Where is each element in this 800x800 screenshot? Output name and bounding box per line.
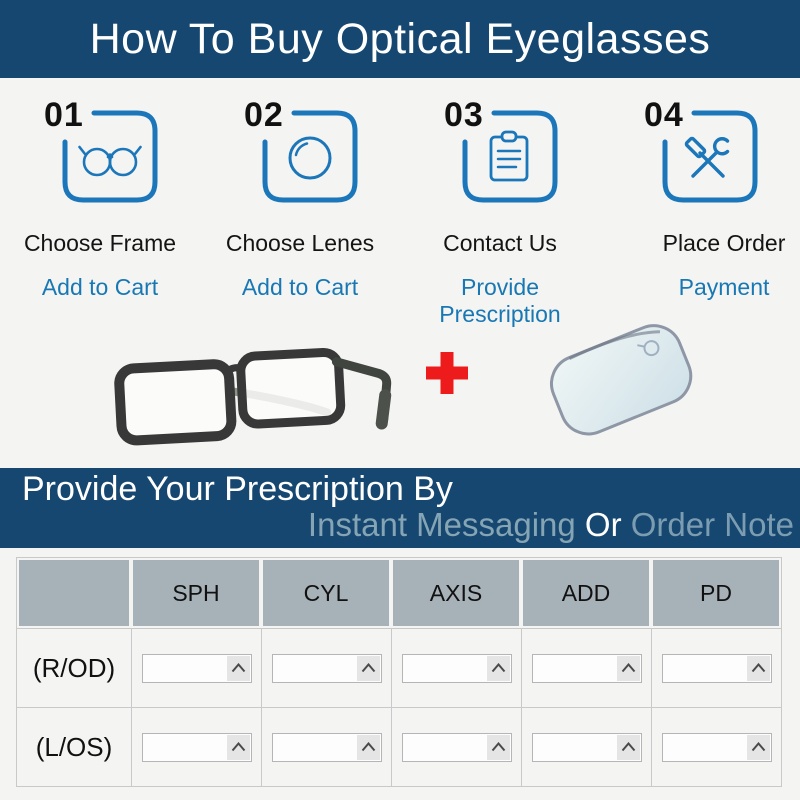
- optical-lens-photo: [550, 324, 693, 436]
- chevron-up-icon: [751, 663, 765, 673]
- input-r-add[interactable]: [532, 654, 617, 682]
- input-group-l-axis: [401, 732, 512, 762]
- step-2-number: 02: [244, 96, 284, 134]
- input-group-r-axis: [401, 653, 512, 683]
- input-group-r-add: [531, 653, 642, 683]
- chevron-up-icon: [491, 742, 505, 752]
- instant-messaging-text: Instant Messaging: [307, 506, 576, 543]
- col-header-axis: AXIS: [391, 558, 521, 628]
- step-4-action-link[interactable]: Payment: [678, 274, 770, 300]
- prescription-banner-title: Provide Your Prescription By: [22, 470, 453, 508]
- steps-row: 01 02: [0, 96, 800, 214]
- step-4-figure: 04: [642, 96, 758, 212]
- spinner-up-button[interactable]: [486, 734, 510, 760]
- chevron-up-icon: [231, 742, 245, 752]
- spinner-up-button[interactable]: [226, 655, 250, 681]
- step-1-figure: 01: [42, 96, 158, 212]
- input-r-axis[interactable]: [402, 654, 487, 682]
- step-4-number: 04: [644, 96, 684, 134]
- table-row-right-eye: (R/OD): [17, 628, 781, 707]
- chevron-up-icon: [231, 663, 245, 673]
- input-l-sph[interactable]: [142, 733, 227, 761]
- clipboard-icon: [489, 130, 529, 182]
- glasses-icon: [78, 145, 142, 177]
- prescription-banner: Provide Your Prescription By Instant Mes…: [0, 468, 800, 548]
- step-1-label: Choose Frame: [23, 230, 177, 256]
- spinner-up-button[interactable]: [746, 655, 770, 681]
- page-title: How To Buy Optical Eyeglasses: [89, 14, 711, 63]
- col-header-pd: PD: [651, 558, 781, 628]
- order-note-text: Order Note: [630, 506, 794, 543]
- step-frame-outline: [62, 110, 158, 203]
- col-header-cyl: CYL: [261, 558, 391, 628]
- step-1: 01: [0, 96, 200, 214]
- prescription-table-header: SPH CYL AXIS ADD PD: [17, 558, 781, 628]
- input-group-l-pd: [661, 732, 772, 762]
- input-group-r-pd: [661, 653, 772, 683]
- spinner-up-button[interactable]: [616, 655, 640, 681]
- step-3: 03: [400, 96, 600, 214]
- step-3-figure: 03: [442, 96, 558, 212]
- col-header-empty: [17, 558, 131, 628]
- chevron-up-icon: [361, 663, 375, 673]
- step-1-action-link[interactable]: Add to Cart: [41, 274, 159, 300]
- step-frame-outline: [662, 110, 758, 203]
- step-2-action-link[interactable]: Add to Cart: [241, 274, 359, 300]
- or-text: Or: [584, 506, 622, 543]
- step-4: 04: [600, 96, 800, 214]
- row-label-r-od: (R/OD): [32, 652, 116, 683]
- input-group-r-cyl: [271, 653, 382, 683]
- spinner-up-button[interactable]: [356, 655, 380, 681]
- input-group-l-cyl: [271, 732, 382, 762]
- table-row-left-eye: (L/OS): [17, 707, 781, 786]
- step-sublabels-row: Add to Cart Add to Cart Provide Prescrip…: [0, 274, 800, 328]
- input-l-pd[interactable]: [662, 733, 747, 761]
- spinner-up-button[interactable]: [486, 655, 510, 681]
- col-header-add: ADD: [521, 558, 651, 628]
- step-labels-row: Choose Frame Choose Lenes Contact Us Pla…: [0, 230, 800, 257]
- step-frame-outline: [462, 110, 558, 203]
- input-r-sph[interactable]: [142, 654, 227, 682]
- input-r-pd[interactable]: [662, 654, 747, 682]
- lens-icon: [288, 136, 332, 180]
- spinner-up-button[interactable]: [616, 734, 640, 760]
- prescription-banner-subtitle: Instant Messaging Or Order Note: [308, 506, 794, 544]
- input-group-r-sph: [141, 653, 252, 683]
- input-group-l-sph: [141, 732, 252, 762]
- step-4-label: Place Order: [662, 230, 786, 256]
- step-1-number: 01: [44, 96, 84, 134]
- input-r-cyl[interactable]: [272, 654, 357, 682]
- chevron-up-icon: [361, 742, 375, 752]
- input-group-l-add: [531, 732, 642, 762]
- product-combo-section: [0, 308, 800, 463]
- step-3-action-link[interactable]: Provide Prescription: [439, 274, 561, 327]
- input-l-axis[interactable]: [402, 733, 487, 761]
- input-l-cyl[interactable]: [272, 733, 357, 761]
- chevron-up-icon: [621, 742, 635, 752]
- step-frame-outline: [262, 110, 358, 203]
- step-3-number: 03: [444, 96, 484, 134]
- top-banner: How To Buy Optical Eyeglasses: [0, 0, 800, 78]
- tools-icon: [684, 136, 730, 178]
- input-l-add[interactable]: [532, 733, 617, 761]
- step-2-figure: 02: [242, 96, 358, 212]
- spinner-up-button[interactable]: [746, 734, 770, 760]
- plus-icon: [426, 352, 468, 394]
- row-label-l-os: (L/OS): [35, 731, 113, 762]
- spinner-up-button[interactable]: [356, 734, 380, 760]
- chevron-up-icon: [491, 663, 505, 673]
- step-3-label: Contact Us: [443, 230, 557, 256]
- chevron-up-icon: [621, 663, 635, 673]
- col-header-sph: SPH: [131, 558, 261, 628]
- step-2: 02: [200, 96, 400, 214]
- prescription-table: SPH CYL AXIS ADD PD (R/OD): [16, 557, 782, 787]
- chevron-up-icon: [751, 742, 765, 752]
- step-2-label: Choose Lenes: [225, 230, 375, 256]
- spinner-up-button[interactable]: [226, 734, 250, 760]
- eyeglasses-frame-photo: [114, 347, 392, 446]
